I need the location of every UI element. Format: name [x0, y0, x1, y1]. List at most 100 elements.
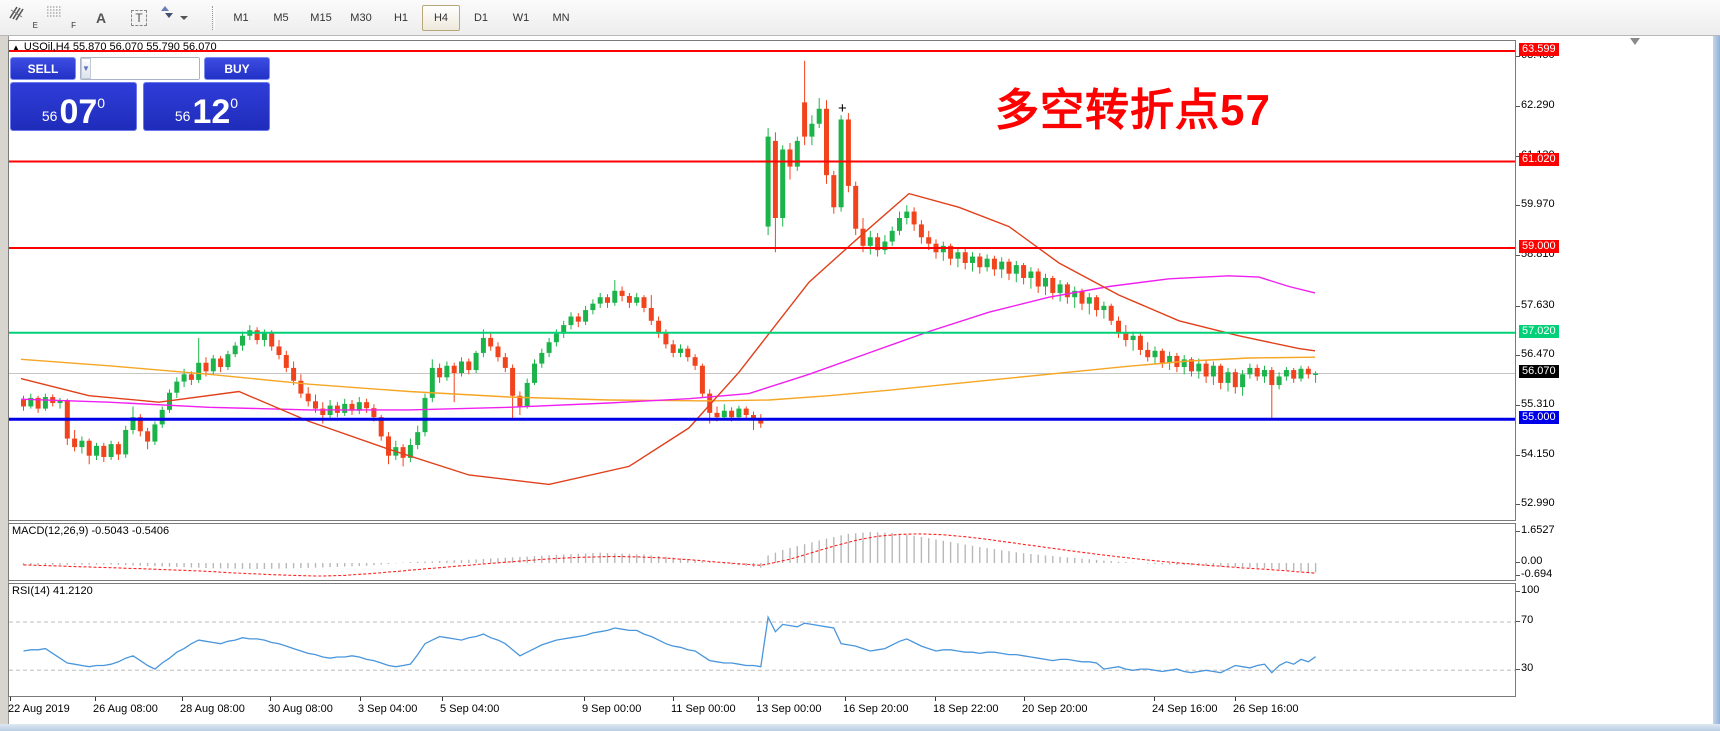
- arrows-glyph: [161, 5, 173, 18]
- buy-button[interactable]: BUY: [204, 57, 270, 80]
- chart-shift-marker-icon[interactable]: [1630, 38, 1640, 45]
- sell-price-prefix: 56: [41, 108, 58, 124]
- time-axis-tick: [584, 697, 585, 701]
- axis-tick: [1516, 455, 1520, 456]
- sell-price-sup: 0: [97, 95, 106, 111]
- time-axis-label: 3 Sep 04:00: [358, 703, 418, 715]
- rsi-line: [23, 615, 1316, 674]
- price-axis-label: 59.970: [1521, 198, 1555, 210]
- tab-timeframe-h4[interactable]: H4: [422, 4, 460, 31]
- price-axis-label: 100: [1521, 584, 1540, 596]
- buy-price-tile[interactable]: 56 12 0: [143, 82, 270, 131]
- sell-price-tile[interactable]: 56 07 0: [10, 82, 137, 131]
- volume-input[interactable]: [90, 58, 199, 79]
- macd-chart[interactable]: [9, 524, 1515, 580]
- sym-ohlc-text: USOil,H4 55.870 56.070 55.790 56.070: [23, 41, 217, 53]
- medium-ma-magenta: [20, 275, 1316, 411]
- text-a-icon[interactable]: A: [95, 9, 107, 26]
- symbol-header: ▲ USOil,H4 55.870 56.070 55.790 56.070: [12, 41, 217, 53]
- collapse-triangle-icon[interactable]: ▲: [12, 43, 20, 52]
- axis-tick: [1516, 255, 1520, 256]
- bid-price-label: 56.070: [1519, 365, 1559, 379]
- level-label-63.599: 63.599: [1519, 43, 1559, 56]
- axis-tick: [1516, 531, 1520, 532]
- time-axis-tick: [935, 697, 936, 701]
- sell-price-big: 07: [59, 93, 98, 131]
- time-axis-tick: [182, 697, 183, 701]
- rsi-chart[interactable]: [9, 584, 1515, 696]
- arrows-icon[interactable]: [159, 3, 205, 33]
- tab-timeframe-m30[interactable]: M30: [350, 11, 372, 24]
- axis-tick: [1516, 56, 1520, 57]
- grid-f-icon[interactable]: F: [45, 3, 81, 33]
- axis-tick: [1516, 106, 1520, 107]
- time-axis-label: 20 Sep 20:00: [1022, 703, 1088, 715]
- rsi-panel[interactable]: [8, 583, 1516, 697]
- macd-indicator-label: MACD(12,26,9) -0.5043 -0.5406: [12, 525, 170, 537]
- price-axis-label: 56.470: [1521, 348, 1555, 360]
- buy-price-prefix: 56: [174, 108, 191, 124]
- price-axis-label: 62.290: [1521, 99, 1555, 111]
- time-axis-label: 16 Sep 20:00: [843, 703, 909, 715]
- volume-spinner: ▼ ▲: [80, 57, 200, 80]
- price-axis-label: 1.6527: [1521, 524, 1555, 536]
- time-axis-tick: [758, 697, 759, 701]
- pattern-e-icon[interactable]: E: [7, 3, 43, 33]
- time-axis-tick: [360, 697, 361, 701]
- rsi-indicator-label: RSI(14) 41.2120: [12, 585, 93, 597]
- time-axis-tick: [1024, 697, 1025, 701]
- top-toolbar: E F A T M1 M5 M15 M30 H1 H4 D1 W1: [0, 0, 1720, 36]
- price-axis-label: -0.694: [1521, 568, 1553, 580]
- axis-tick: [1516, 575, 1520, 576]
- time-axis-label: 26 Aug 08:00: [93, 703, 158, 715]
- time-axis-label: 18 Sep 22:00: [933, 703, 999, 715]
- macd-histogram: [22, 531, 1317, 573]
- time-axis-label: 28 Aug 08:00: [180, 703, 245, 715]
- time-axis-tick: [1154, 697, 1155, 701]
- price-axis-label: 57.630: [1521, 299, 1555, 311]
- tab-timeframe-m5[interactable]: M5: [273, 11, 289, 24]
- tab-timeframe-w1[interactable]: W1: [512, 11, 530, 24]
- window-right-edge: [1713, 36, 1720, 731]
- axis-tick: [1516, 405, 1520, 406]
- toolbar-separator: [212, 5, 215, 30]
- time-axis-label: 24 Sep 16:00: [1152, 703, 1218, 715]
- price-axis-label: 55.310: [1521, 398, 1555, 410]
- sell-button[interactable]: SELL: [10, 57, 76, 80]
- price-axis-label: 54.150: [1521, 448, 1555, 460]
- level-label-59.000: 59.000: [1519, 239, 1559, 253]
- slow-ma-orange: [20, 356, 1316, 402]
- time-axis-tick: [270, 697, 271, 701]
- time-axis-label: 9 Sep 00:00: [582, 703, 642, 715]
- tab-timeframe-mn[interactable]: MN: [552, 11, 570, 24]
- chart-annotation-text: 多空转折点57: [995, 86, 1271, 135]
- level-label-57.020: 57.020: [1519, 324, 1559, 338]
- macd-panel[interactable]: [8, 523, 1516, 581]
- chevron-down-icon: [179, 15, 188, 20]
- axis-tick: [1516, 306, 1520, 307]
- time-axis-label: 26 Sep 16:00: [1233, 703, 1299, 715]
- macd-signal-line: [23, 533, 1316, 577]
- time-axis-label: 30 Aug 08:00: [268, 703, 333, 715]
- grid-f-glyph: [47, 6, 61, 16]
- axis-tick: [1516, 621, 1520, 622]
- time-axis-tick: [845, 697, 846, 701]
- cross-marker-icon: +: [838, 100, 847, 117]
- tab-timeframe-m15[interactable]: M15: [310, 11, 332, 24]
- tab-timeframe-m1[interactable]: M1: [233, 11, 249, 24]
- time-axis-tick: [442, 697, 443, 701]
- volume-decrease-button[interactable]: ▼: [81, 58, 91, 79]
- textbox-icon[interactable]: T: [121, 3, 157, 33]
- buy-price-big: 12: [192, 93, 231, 131]
- tab-timeframe-h1[interactable]: H1: [393, 11, 409, 24]
- time-axis-label: 13 Sep 00:00: [756, 703, 822, 715]
- candlestick-chart[interactable]: [9, 41, 1515, 520]
- window-bottom-edge: [0, 724, 1720, 731]
- tab-timeframe-d1[interactable]: D1: [473, 11, 489, 24]
- time-axis-tick: [95, 697, 96, 701]
- time-axis-label: 22 Aug 2019: [8, 703, 70, 715]
- time-axis-tick: [10, 697, 11, 701]
- level-label-55.000: 55.000: [1519, 411, 1559, 425]
